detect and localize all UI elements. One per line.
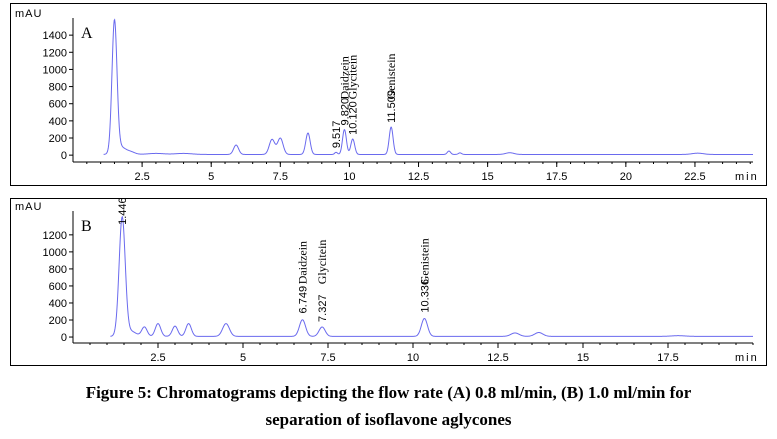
retention-time-label: 9.517 bbox=[331, 121, 343, 149]
y-tick-label: 1000 bbox=[43, 247, 67, 259]
y-tick-label: 200 bbox=[49, 133, 67, 145]
x-tick-label: 10 bbox=[343, 171, 355, 183]
x-tick-label: 10 bbox=[407, 352, 419, 364]
y-tick-label: 400 bbox=[49, 298, 67, 310]
y-tick-label: 800 bbox=[49, 82, 67, 94]
y-tick-label: 400 bbox=[49, 116, 67, 128]
chromatogram-b-plot: 0 200 400 600 800 1000 1200 2.5 5 7.5 10 12.5 15 17.5… bbox=[15, 199, 759, 364]
retention-time-label: 7.327 bbox=[317, 294, 329, 322]
y-tick-label: 1000 bbox=[43, 64, 67, 76]
chromatogram-panel-b: 0 200 400 600 800 1000 1200 2.5 5 7.5 10 12.5 15 17.5… bbox=[10, 198, 767, 366]
x-tick-label: 12.5 bbox=[408, 171, 429, 183]
y-tick-label: 200 bbox=[49, 315, 67, 327]
x-tick-label: 12.5 bbox=[487, 352, 508, 364]
y-tick-label: 800 bbox=[49, 264, 67, 276]
x-tick-label: 7.5 bbox=[320, 352, 335, 364]
panel-label: A bbox=[81, 25, 93, 42]
y-tick-label: 600 bbox=[49, 99, 67, 111]
compound-label: Daidzein bbox=[337, 56, 351, 99]
x-tick-label: 15 bbox=[577, 352, 589, 364]
y-tick-label: 0 bbox=[61, 150, 67, 162]
retention-time-label: 10.336 bbox=[419, 279, 431, 313]
x-axis-unit-label: min bbox=[735, 171, 759, 183]
compound-label: Glycitein bbox=[315, 240, 329, 285]
y-axis-unit-label: mAU bbox=[15, 201, 42, 213]
y-tick-label: 1200 bbox=[43, 47, 67, 59]
y-tick-label: 0 bbox=[61, 332, 67, 344]
compound-label: Genistein bbox=[417, 238, 431, 284]
figure-caption-line2: separation of isoflavone aglycones bbox=[265, 410, 512, 429]
compound-label: Daidzein bbox=[295, 241, 309, 284]
x-tick-label: 5 bbox=[240, 352, 246, 364]
x-tick-label: 5 bbox=[208, 171, 214, 183]
chromatogram-panel-a: 0 200 400 600 800 1000 1200 1400 2.5 5 7.5 10 12.5 15… bbox=[10, 3, 767, 186]
x-tick-label: 20 bbox=[620, 171, 632, 183]
compound-label: Genistein bbox=[384, 53, 398, 99]
chromatogram-trace bbox=[103, 18, 753, 155]
retention-time-label: 10.120 bbox=[348, 101, 360, 135]
x-tick-label: 2.5 bbox=[150, 352, 165, 364]
x-tick-label: 22.5 bbox=[684, 171, 705, 183]
retention-time-label: 11.509 bbox=[386, 90, 398, 123]
compound-label: Glycitein bbox=[346, 55, 360, 100]
x-axis-unit-label: min bbox=[735, 352, 759, 364]
chromatogram-a-plot: 0 200 400 600 800 1000 1200 1400 2.5 5 7.5 10 12.5 15… bbox=[15, 8, 759, 183]
y-tick-label: 600 bbox=[49, 281, 67, 293]
y-axis-unit-label: mAU bbox=[15, 8, 42, 20]
y-tick-label: 1400 bbox=[43, 30, 67, 42]
x-tick-label: 17.5 bbox=[657, 352, 678, 364]
retention-time-label: 6.749 bbox=[297, 286, 309, 314]
x-tick-label: 2.5 bbox=[134, 171, 149, 183]
x-tick-label: 17.5 bbox=[546, 171, 567, 183]
x-tick-label: 15 bbox=[482, 171, 494, 183]
retention-time-label: 1.446 bbox=[117, 199, 129, 225]
y-tick-label: 1200 bbox=[43, 230, 67, 242]
retention-time-label: 9.820 bbox=[339, 98, 351, 126]
figure-caption-line1: Figure 5: Chromatograms depicting the fl… bbox=[85, 383, 692, 402]
x-tick-label: 7.5 bbox=[273, 171, 288, 183]
chromatogram-trace bbox=[110, 215, 753, 337]
panel-label: B bbox=[81, 218, 92, 235]
